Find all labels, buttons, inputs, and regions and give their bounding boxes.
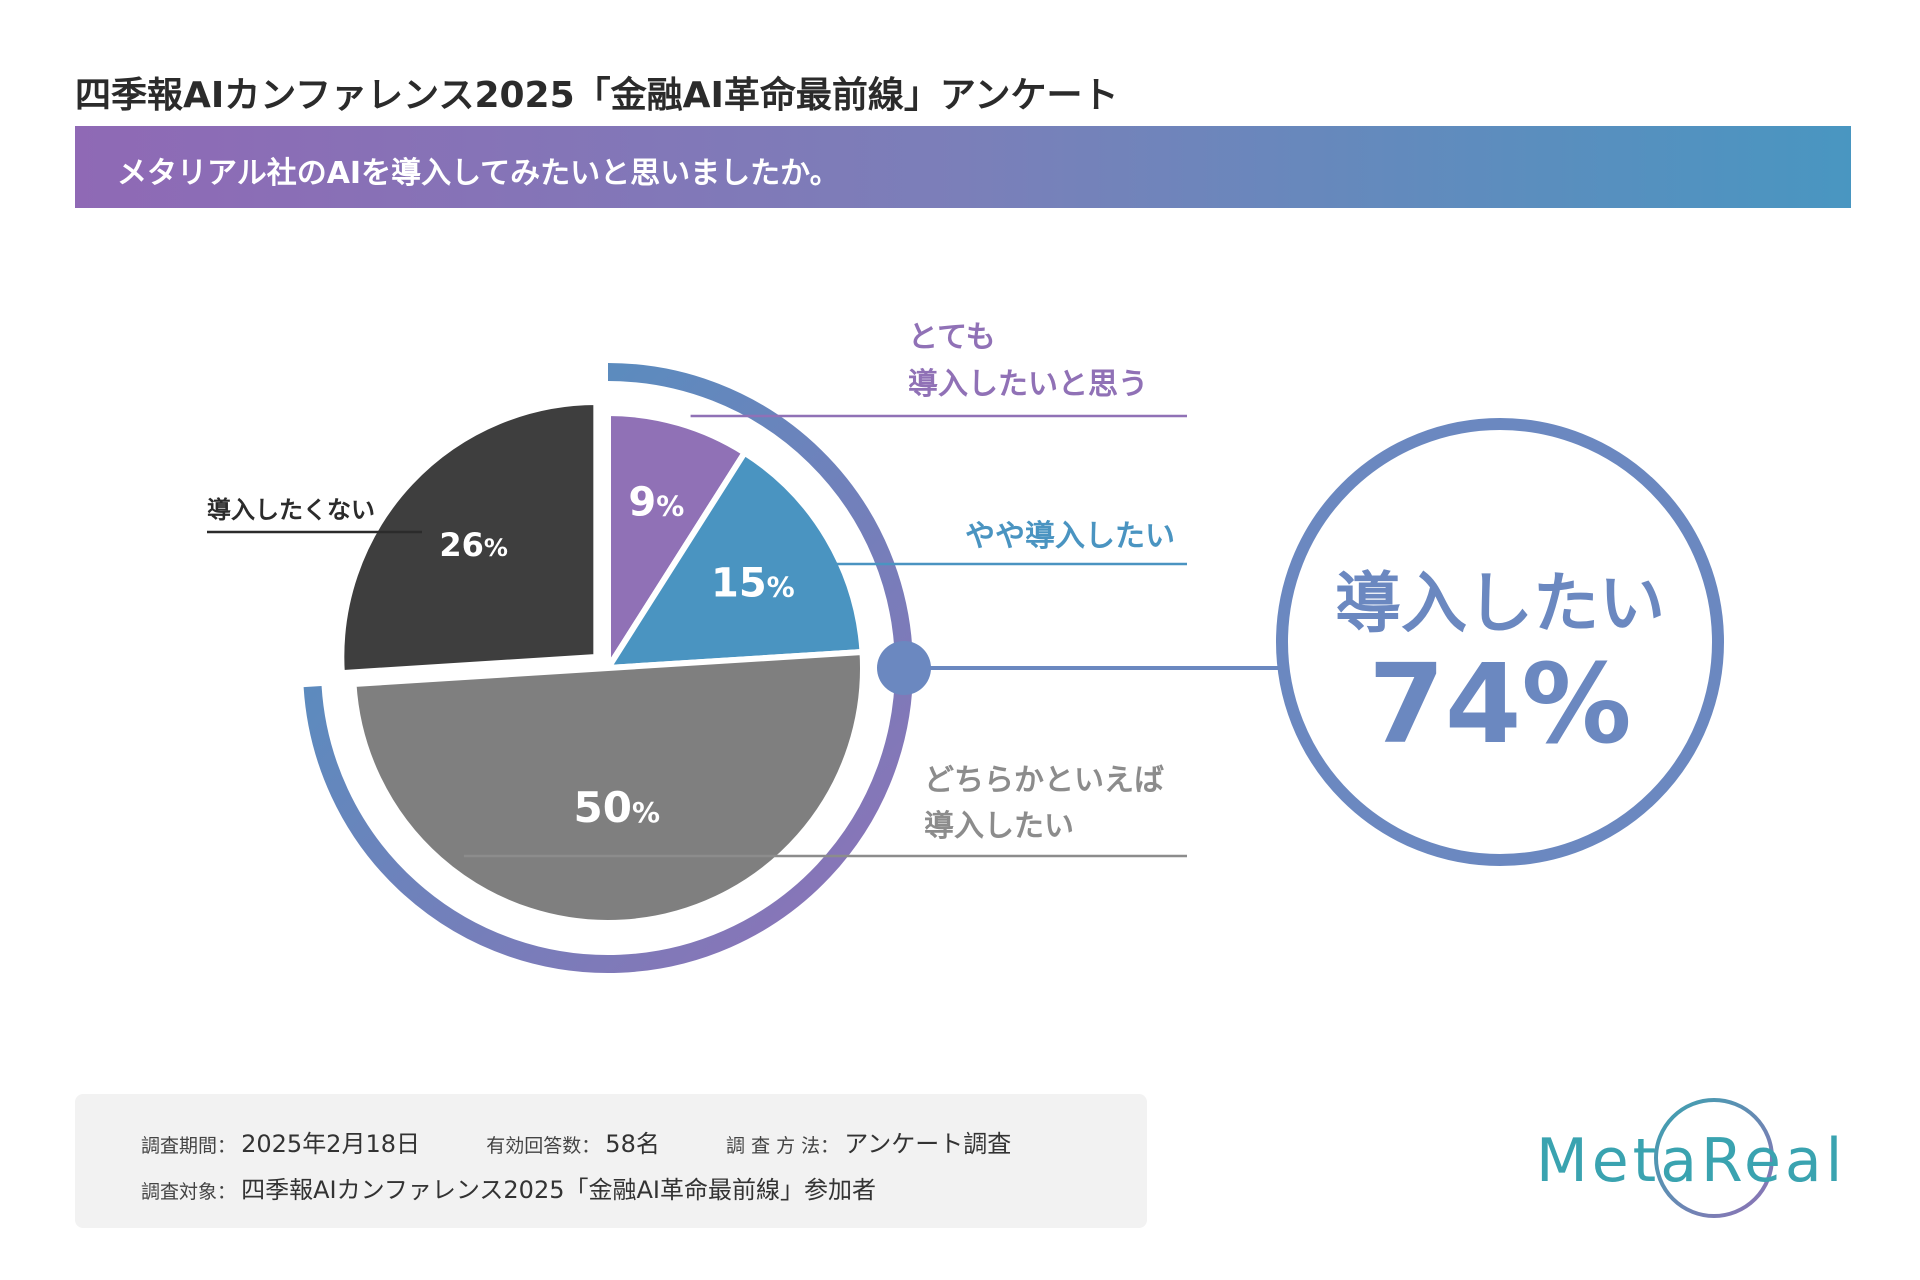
logo-text: MetaReal <box>1536 1126 1847 1196</box>
slice-category-label: 導入したいと思う <box>908 367 1148 402</box>
responses-value: 58名 <box>605 1130 660 1158</box>
page-title: 四季報AIカンファレンス2025「金融AI革命最前線」アンケート <box>75 75 1119 116</box>
slice-value-label: 26% <box>439 526 508 564</box>
slice-category-label: 導入したくない <box>207 496 375 524</box>
target-value: 四季報AIカンファレンス2025「金融AI革命最前線」参加者 <box>241 1176 876 1204</box>
pie-slice <box>605 410 748 671</box>
survey-info-panel: 調査期間： 2025年2月18日 有効回答数： 58名 調 査 方 法： アンケ… <box>75 1094 1147 1228</box>
method-label: 調 査 方 法： <box>726 1135 840 1157</box>
slice-category-label: どちらかといえば <box>924 763 1164 798</box>
slice-category-label: やや導入したい <box>965 519 1175 554</box>
question-banner: メタリアル社のAIを導入してみたいと思いましたか。 <box>75 126 1851 208</box>
responses-label: 有効回答数： <box>486 1135 601 1157</box>
summary-connector-dot <box>877 641 931 695</box>
slice-category-label: 導入したい <box>924 809 1074 844</box>
target-label: 調査対象： <box>141 1181 237 1203</box>
survey-info-row-2: 調査対象： 四季報AIカンファレンス2025「金融AI革命最前線」参加者 <box>141 1170 876 1205</box>
slice-value-label: 15% <box>711 560 795 606</box>
survey-info-row-1: 調査期間： 2025年2月18日 有効回答数： 58名 調 査 方 法： アンケ… <box>141 1124 1011 1159</box>
period-value: 2025年2月18日 <box>241 1130 420 1158</box>
summary-label: 導入したい <box>1335 565 1665 642</box>
pie-chart: 9%15%50%26%とても導入したいと思うやや導入したいどちらかといえば導入し… <box>207 320 1724 973</box>
logo-ring-icon <box>1654 1098 1774 1218</box>
pie-slice <box>338 399 600 677</box>
period-label: 調査期間： <box>141 1135 237 1157</box>
summary-circle <box>1276 418 1724 866</box>
method-value: アンケート調査 <box>844 1130 1012 1158</box>
slice-category-label: とても <box>908 320 996 355</box>
slice-value-label: 9% <box>628 479 684 525</box>
pie-slice <box>605 449 866 671</box>
slice-value-label: 50% <box>574 783 661 832</box>
summary-ring-arc <box>303 363 913 973</box>
summary-value: 74% <box>1368 640 1631 768</box>
metareal-logo: MetaReal <box>1530 1090 1860 1235</box>
question-text: メタリアル社のAIを導入してみたいと思いましたか。 <box>117 156 840 191</box>
